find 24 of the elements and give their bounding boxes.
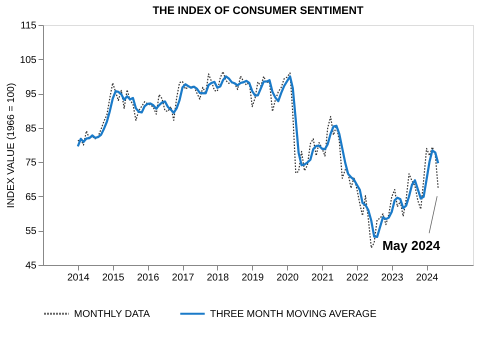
- legend-label: MONTHLY DATA: [74, 308, 150, 320]
- x-tick-label: 2016: [136, 272, 160, 284]
- x-tick-label: 2020: [276, 272, 300, 284]
- y-tick-label: 75: [25, 158, 37, 169]
- annotation: May 2024: [382, 238, 441, 254]
- x-tick-label: 2023: [381, 272, 404, 284]
- y-tick-label: 105: [20, 54, 37, 66]
- y-tick-label: 95: [25, 89, 37, 100]
- y-axis-title: INDEX VALUE (1966 = 100): [6, 82, 17, 208]
- x-tick-label: 2024: [416, 272, 439, 284]
- x-tick-label: 2019: [242, 272, 264, 284]
- x-tick-label: 2021: [311, 272, 334, 284]
- y-tick-label: 115: [20, 20, 37, 32]
- x-tick-label: 2014: [67, 272, 90, 284]
- y-tick-label: 55: [25, 226, 37, 238]
- x-tick-label: 2018: [206, 272, 230, 284]
- x-tick-label: 2017: [172, 272, 195, 284]
- y-tick-label: 45: [25, 260, 37, 272]
- y-tick-label: 85: [25, 123, 37, 134]
- chart-title: THE INDEX OF CONSUMER SENTIMENT: [152, 5, 364, 17]
- y-tick-label: 65: [25, 192, 37, 203]
- x-tick-label: 2022: [346, 272, 369, 284]
- x-tick-label: 2015: [102, 272, 125, 284]
- legend-label: THREE MONTH MOVING AVERAGE: [210, 308, 377, 320]
